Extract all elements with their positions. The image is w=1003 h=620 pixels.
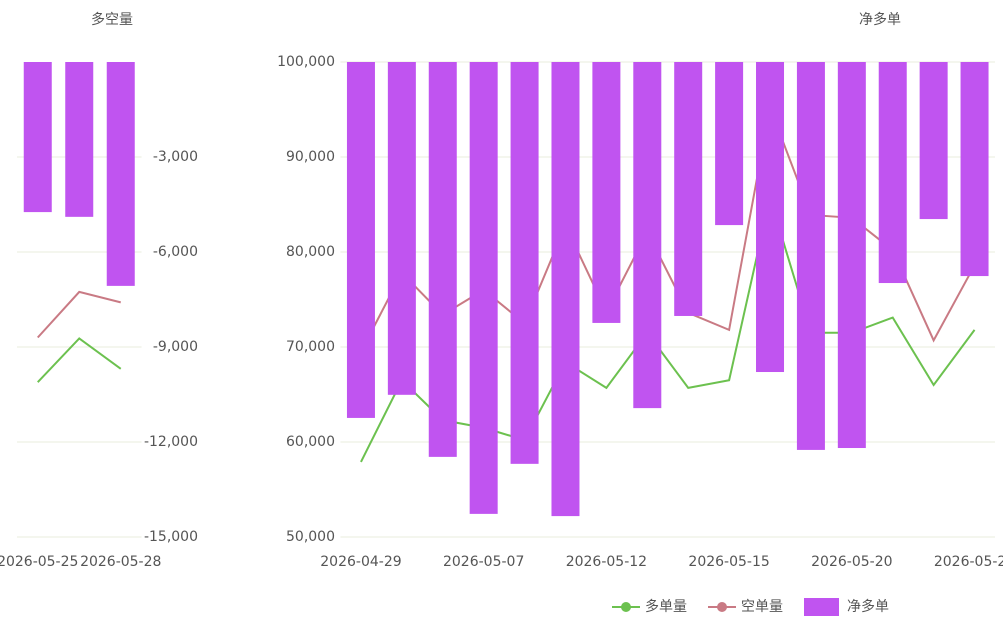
- bar: [551, 62, 580, 517]
- x-tick-label: 2026-05-25: [934, 554, 1003, 570]
- y2-tick-label: -3,000: [153, 149, 198, 165]
- legend-label: 空单量: [741, 599, 783, 615]
- y2-tick-label: -6,000: [153, 244, 198, 260]
- axis-title: 多空量: [91, 11, 133, 28]
- line: [360, 103, 976, 353]
- bar: [592, 62, 621, 323]
- legend-marker: [621, 602, 631, 612]
- x-tick-label: 2026-05-20: [811, 554, 892, 570]
- line: [37, 337, 122, 383]
- bar: [796, 62, 825, 450]
- bar: [837, 62, 866, 449]
- y2-tick-label: -9,000: [153, 339, 198, 355]
- bar: [428, 62, 457, 457]
- y-tick-label: 100,000: [277, 54, 335, 70]
- bar: [715, 62, 744, 226]
- bar: [346, 62, 375, 418]
- bar: [674, 62, 703, 316]
- bar: [387, 62, 416, 395]
- x-tick-label: 2026-05-25: [0, 554, 78, 570]
- y-tick-label: 50,000: [286, 529, 335, 545]
- bar: [65, 62, 94, 217]
- legend-swatch: [804, 598, 839, 616]
- x-tick-label: 2026-05-07: [443, 554, 524, 570]
- y-tick-label: 90,000: [286, 149, 335, 165]
- bar: [919, 62, 948, 220]
- x-tick-label: 2026-05-15: [688, 554, 769, 570]
- bar: [469, 62, 498, 514]
- bar: [756, 62, 785, 373]
- x-tick-label: 2026-04-29: [320, 554, 401, 570]
- legend-label: 净多单: [847, 598, 889, 615]
- y-tick-label: 70,000: [286, 339, 335, 355]
- bar: [106, 62, 135, 286]
- legend-marker: [717, 602, 727, 612]
- x-tick-label: 2026-05-28: [80, 554, 161, 570]
- y2-tick-label: -12,000: [144, 434, 198, 450]
- y2-tick-label: -15,000: [144, 529, 198, 545]
- y-tick-label: 80,000: [286, 244, 335, 260]
- bar: [510, 62, 539, 464]
- line: [360, 193, 976, 463]
- y-tick-label: 60,000: [286, 434, 335, 450]
- axis-title: 净多单: [859, 11, 901, 28]
- x-tick-label: 2026-05-12: [566, 554, 647, 570]
- bar: [23, 62, 52, 213]
- legend-label: 多单量: [645, 598, 687, 615]
- bar: [960, 62, 989, 277]
- bar: [633, 62, 662, 409]
- bar: [878, 62, 907, 284]
- line: [37, 290, 121, 339]
